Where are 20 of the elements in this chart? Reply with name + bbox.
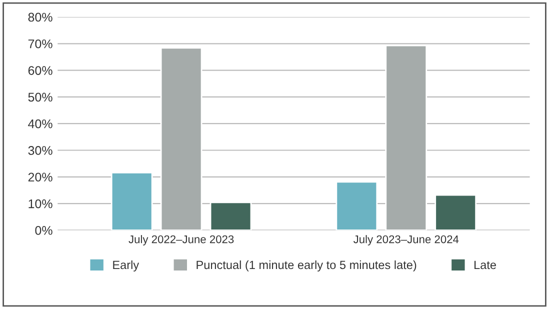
legend-label: Early [113,260,140,272]
y-tick-label: 20% [28,172,52,182]
y-tick-label: 80% [28,12,52,22]
y-tick-label: 10% [28,199,52,208]
bar [434,194,477,230]
legend-label: Punctual (1 minute early to 5 minutes late) [196,260,416,272]
x-tick-label: July 2022–June 2023 [128,235,234,246]
y-tick-label: 70% [28,39,52,48]
y-tick-label: 0% [35,226,52,235]
legend-label: Late [474,260,496,270]
x-tick-label: July 2023–June 2024 [353,235,459,246]
y-tick-label: 60% [28,66,52,75]
bar [160,47,202,230]
bar [210,202,252,230]
y-tick-label: 40% [28,119,52,128]
y-tick-label: 50% [28,92,52,102]
y-tick-label: 30% [28,146,52,155]
bar [110,172,153,230]
bar [385,44,428,230]
bar [336,181,378,230]
